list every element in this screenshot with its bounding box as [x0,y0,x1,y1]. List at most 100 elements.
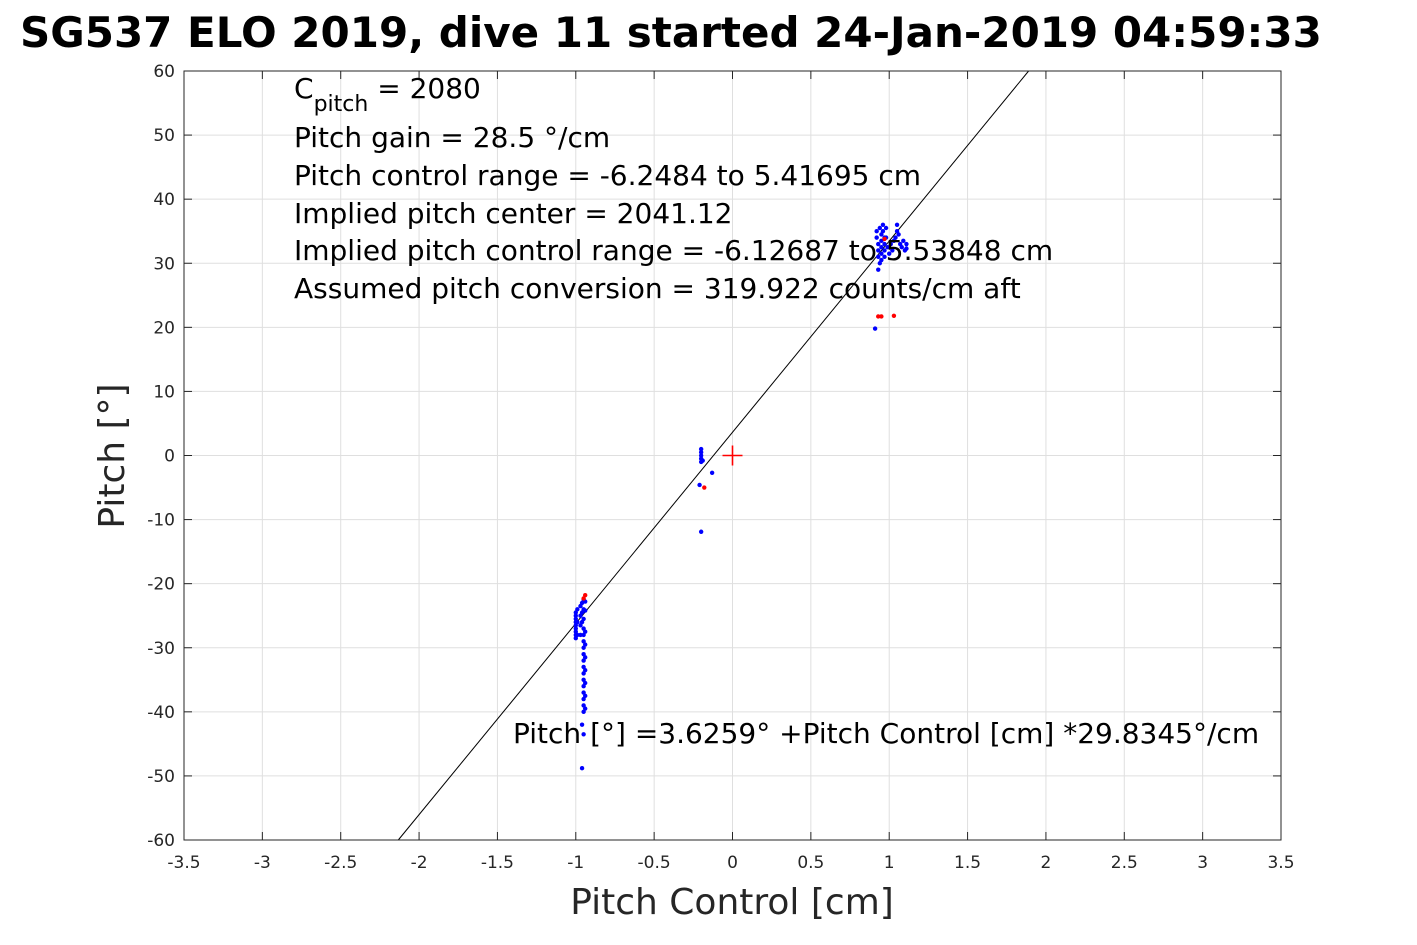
blue-data-point [582,608,588,613]
blue-data-point [876,241,881,247]
data-points [573,222,909,771]
blue-data-point [893,235,898,240]
annotation-implied-range: Implied pitch control range = -6.12687 t… [294,234,1053,267]
blue-data-point [874,229,879,234]
annotation-block: Cpitch = 2080 Pitch gain = 28.5 °/cm Pit… [294,72,1259,750]
blue-data-point [578,632,583,638]
blue-data-point [582,667,588,673]
fit-line [397,70,1030,841]
y-tick-labels: -60 -50 -40 -30 -20 -10 0 10 20 30 40 50 60 [147,62,175,851]
annotation-assumed-conversion: Assumed pitch conversion = 319.922 count… [294,272,1021,305]
x-tick-label: 1 [884,853,895,873]
x-tick-label: 2.5 [1111,853,1138,873]
blue-data-point [879,245,884,250]
blue-data-point [573,626,578,631]
tick-marks [183,70,1282,841]
blue-data-point [901,238,906,244]
blue-data-point [582,655,588,660]
cpitch-subscript: pitch [314,92,369,117]
blue-data-point [579,766,585,771]
blue-data-point [582,629,588,634]
blue-data-point [698,446,704,452]
annotation-fit-equation: Pitch [°] =3.6259° +Pitch Control [cm] *… [513,717,1259,750]
blue-data-point [879,251,884,256]
blue-data-point [882,248,887,253]
blue-data-point [876,248,881,253]
blue-data-point [575,632,580,638]
blue-data-point [709,470,715,476]
blue-data-point [894,222,900,227]
x-tick-label: -3.5 [167,853,200,873]
x-tick-label: 3 [1197,853,1208,873]
y-axis-label: Pitch [°] [92,383,133,528]
x-tick-labels: -3.5 -3 -2.5 -2 -1.5 -1 -0.5 0 0.5 1 1.5 2 2.5 3 3.5 [167,853,1294,873]
red-data-point [879,314,884,319]
blue-data-point [581,616,586,622]
blue-data-point [876,254,881,260]
x-tick-label: -1 [567,853,584,873]
annotation-implied-center: Implied pitch center = 2041.12 [294,197,732,230]
y-tick-label: 60 [153,62,175,82]
blue-data-point [879,257,884,263]
blue-data-point [885,245,890,250]
y-tick-label: 20 [153,318,175,338]
red-data-point [581,596,586,601]
red-data-point [891,313,897,318]
red-data-point [702,485,707,490]
y-tick-label: 40 [153,190,175,210]
y-tick-label: -50 [147,767,175,787]
y-tick-label: 10 [153,382,175,402]
blue-data-point [872,326,878,331]
cpitch-value: = 2080 [368,72,481,105]
cpitch-base: C [294,72,314,105]
blue-data-point [880,229,886,234]
x-tick-label: -0.5 [638,853,671,873]
blue-data-point [581,732,586,737]
y-tick-label: -20 [147,575,175,595]
blue-data-point [899,245,904,250]
x-tick-label: 2 [1041,853,1052,873]
blue-data-point [904,246,909,251]
blue-data-point [582,706,588,711]
blue-data-point [888,241,893,247]
x-tick-label: -2 [411,853,428,873]
blue-data-point [698,459,704,465]
blue-data-point [582,693,588,699]
blue-data-point [575,619,580,625]
red-data-point [882,236,887,242]
blue-data-point [904,241,909,247]
blue-data-point [582,642,588,647]
annotation-pitch-gain: Pitch gain = 28.5 °/cm [294,121,610,154]
blue-data-point [876,267,881,272]
x-tick-label: 3.5 [1267,853,1294,873]
x-tick-label: -2.5 [324,853,357,873]
blue-data-point [698,450,704,455]
y-tick-label: 30 [153,254,175,274]
y-tick-label: -40 [147,703,175,723]
red-data-point [876,314,881,319]
grid-lines [184,71,1281,840]
x-axis-label: Pitch Control [cm] [570,882,894,923]
y-tick-label: -10 [147,511,175,531]
blue-data-point [579,722,585,727]
chart-title: SG537 ELO 2019, dive 11 started 24-Jan-2… [20,8,1322,57]
x-tick-label: 0.5 [797,853,824,873]
y-tick-label: -60 [147,831,175,851]
blue-data-point [697,482,702,488]
blue-data-point [883,225,889,231]
blue-data-point [874,235,879,240]
blue-data-point [880,222,886,227]
blue-data-point [698,453,704,458]
fit-line-layer [397,70,1030,841]
blue-data-point [896,232,901,237]
blue-data-point [575,607,580,612]
annotation-cpitch: Cpitch = 2080 [294,72,481,117]
blue-data-point [877,225,883,231]
blue-data-point [573,613,578,618]
blue-data-point [890,248,895,253]
center-marker-layer [722,445,743,466]
blue-data-point [882,241,887,247]
annotation-pitch-control-range: Pitch control range = -6.2484 to 5.41695… [294,159,921,192]
y-tick-label: 50 [153,126,175,146]
